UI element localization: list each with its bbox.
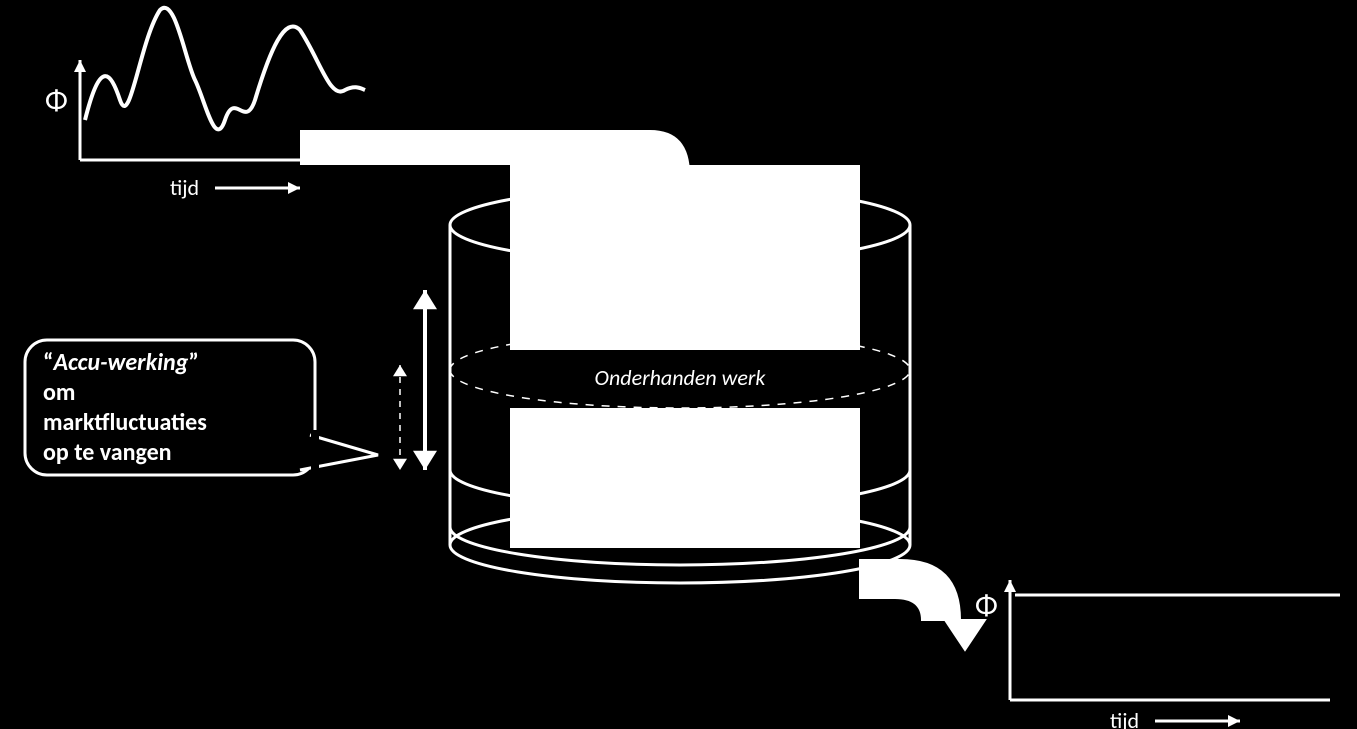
tank-front-block-upper (510, 165, 860, 350)
input-x-label: tijd (170, 174, 199, 201)
callout-line3: marktfluctuaties (43, 408, 207, 437)
output-x-label: tijd (1110, 707, 1139, 729)
callout-tail-mask (311, 430, 319, 474)
input-phi-label: Φ (45, 82, 68, 119)
callout-line4: op te vangen (43, 438, 172, 467)
tank-front-block-lower (510, 408, 860, 548)
output-phi-label: Φ (975, 587, 998, 624)
tank-label: Onderhanden werk (595, 364, 767, 391)
callout-line1: “Accu-werking” (43, 348, 199, 377)
callout-line2: om (43, 378, 75, 407)
